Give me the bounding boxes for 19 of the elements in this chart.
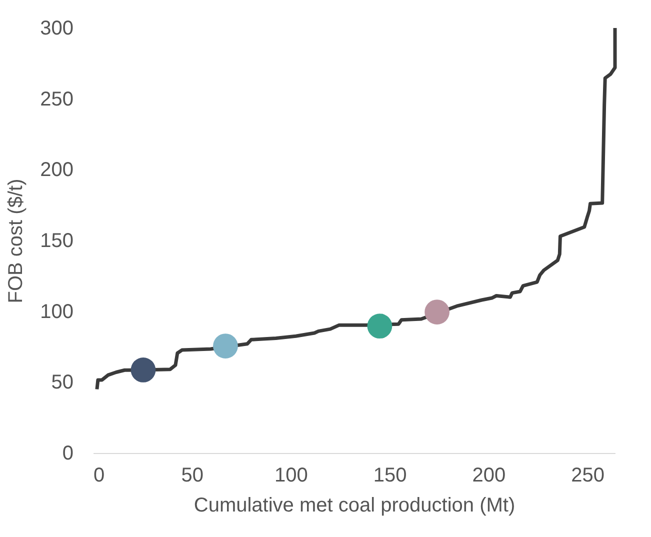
- y-tick-label: 100: [40, 300, 74, 323]
- x-tick-label: 50: [181, 464, 204, 486]
- point: [424, 300, 450, 324]
- x-tick-label: 0: [94, 464, 105, 486]
- x-axis-title: Cumulative met coal production (Mt): [194, 494, 516, 516]
- y-tick-label: 300: [40, 18, 74, 40]
- y-tick-label: 50: [51, 372, 74, 394]
- point: [130, 358, 156, 382]
- x-tick-label: 100: [274, 464, 308, 486]
- x-tick-label: 150: [373, 464, 407, 486]
- y-tick-label: 250: [40, 88, 74, 110]
- point: [367, 314, 392, 338]
- y-tick-label: 150: [40, 230, 74, 252]
- y-tick-label: 0: [62, 442, 74, 464]
- x-tick-label: 250: [571, 464, 605, 486]
- y-axis-title: FOB cost ($/t): [5, 178, 28, 304]
- point: [213, 334, 238, 358]
- x-tick-label: 200: [472, 464, 506, 486]
- y-tick-label: 200: [40, 159, 74, 182]
